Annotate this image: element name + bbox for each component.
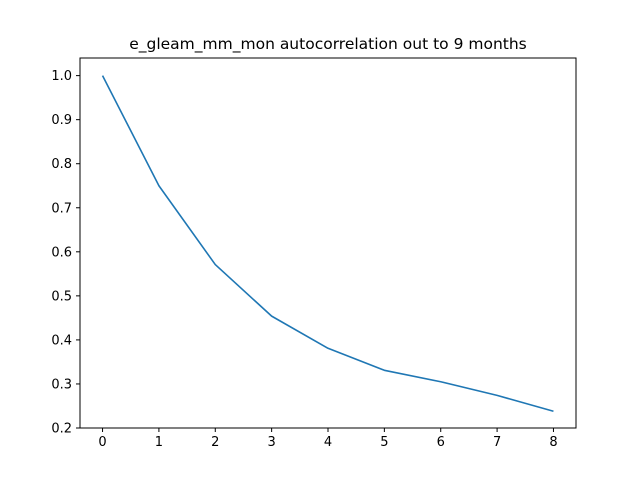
x-tick-label: 6	[437, 435, 445, 450]
x-tick-label: 1	[155, 435, 163, 450]
series-line	[101, 75, 554, 413]
x-axis-ticks: 0 1 2 3 4 5 6 7 8	[98, 428, 558, 450]
chart-title: e_gleam_mm_mon autocorrelation out to 9 …	[129, 35, 527, 54]
x-tick-label: 5	[380, 435, 388, 450]
x-tick-label: 0	[98, 435, 106, 450]
y-tick-label: 0.2	[51, 422, 72, 437]
y-axis-ticks: 0.2 0.3 0.4 0.5 0.6 0.7 0.8 0.9 1.0	[51, 69, 80, 437]
x-tick-label: 2	[211, 435, 219, 450]
x-tick-label: 4	[324, 435, 332, 450]
y-tick-label: 1.0	[51, 69, 72, 84]
y-tick-label: 0.9	[51, 113, 72, 128]
x-tick-label: 3	[267, 435, 275, 450]
series-layer	[101, 75, 554, 413]
x-tick-label: 8	[549, 435, 557, 450]
y-tick-label: 0.4	[51, 333, 72, 348]
y-tick-label: 0.5	[51, 289, 72, 304]
plot-area-frame	[79, 57, 577, 429]
y-tick-label: 0.7	[51, 201, 72, 216]
y-tick-label: 0.3	[51, 377, 72, 392]
y-tick-label: 0.8	[51, 157, 72, 172]
y-tick-label: 0.6	[51, 245, 72, 260]
x-tick-label: 7	[493, 435, 501, 450]
